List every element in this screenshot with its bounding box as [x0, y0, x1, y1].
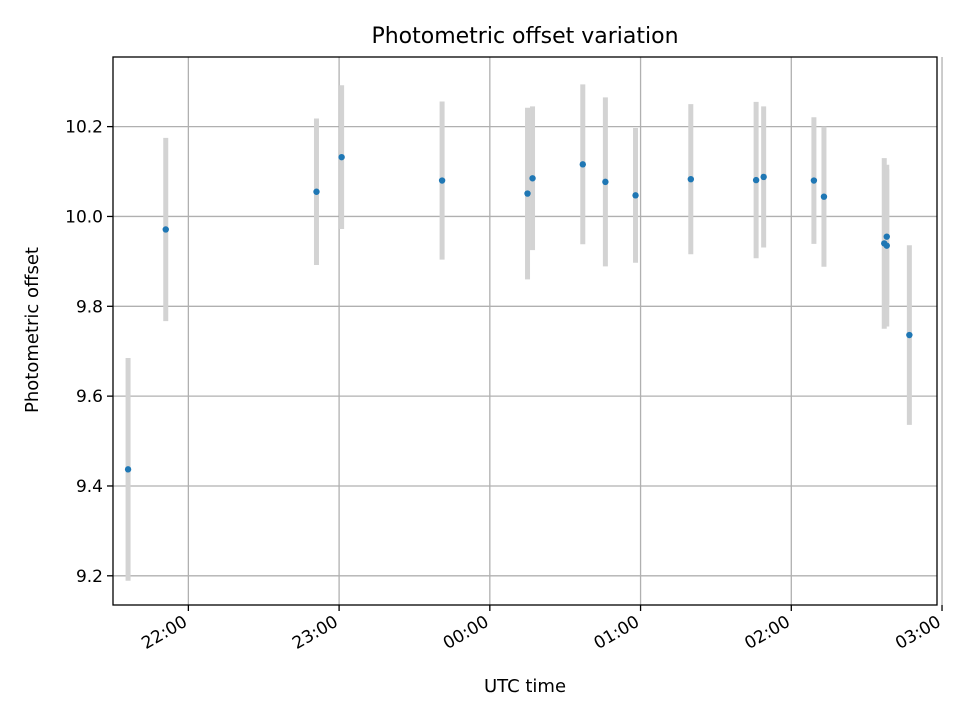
- error-bars: [125, 84, 912, 581]
- data-point: [906, 331, 913, 339]
- data-point: [162, 226, 169, 233]
- y-axis-label: Photometric offset: [22, 247, 43, 413]
- data-point: [632, 192, 639, 199]
- x-tick-label: 03:00: [892, 612, 944, 654]
- x-tick-label: 23:00: [289, 612, 341, 654]
- data-point: [602, 178, 609, 186]
- data-point: [687, 175, 695, 183]
- data-point: [760, 173, 767, 181]
- data-point: [313, 188, 320, 195]
- data-points: [124, 153, 913, 473]
- data-point: [820, 193, 828, 200]
- y-tick-label: 9.2: [76, 567, 103, 587]
- data-point: [338, 153, 345, 161]
- data-point: [524, 190, 531, 197]
- data-point: [883, 242, 890, 249]
- y-tick-label: 10.0: [65, 207, 103, 227]
- data-point: [579, 161, 586, 168]
- data-point: [810, 177, 818, 184]
- grid: [113, 57, 943, 605]
- data-point: [124, 466, 132, 473]
- data-point: [752, 176, 760, 184]
- data-point: [883, 233, 890, 240]
- data-point: [529, 175, 536, 182]
- x-tick-label: 01:00: [591, 612, 643, 654]
- x-tick-label: 02:00: [741, 612, 793, 654]
- data-point: [438, 177, 446, 184]
- y-tick-label: 9.4: [76, 477, 103, 497]
- chart-title: Photometric offset variation: [371, 24, 678, 49]
- x-axis-label: UTC time: [484, 676, 566, 697]
- y-tick-label: 9.6: [76, 387, 103, 407]
- plot-frame: [112, 56, 938, 606]
- y-tick-label: 10.2: [65, 118, 103, 138]
- x-tick-label: 00:00: [440, 612, 492, 654]
- x-tick-label: 22:00: [138, 612, 190, 654]
- y-tick-label: 9.8: [76, 297, 103, 317]
